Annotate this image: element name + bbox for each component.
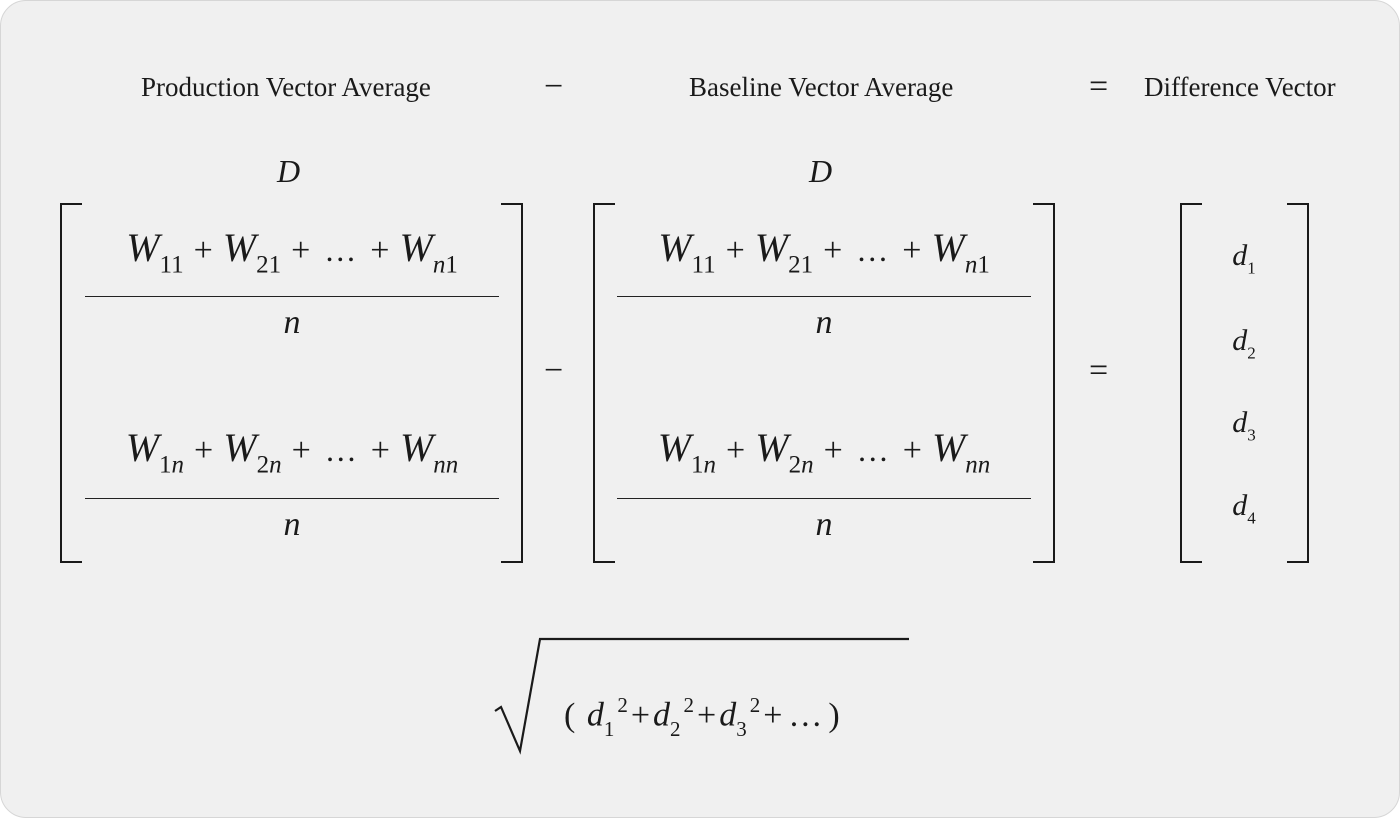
right-row1-denominator: n bbox=[815, 304, 833, 341]
equals-sign: = bbox=[1089, 352, 1109, 389]
left-row2-numerator: W1n + W2n +… + Wnn bbox=[125, 425, 459, 479]
right-row2-fraction-line bbox=[617, 498, 1031, 499]
right-row2-numerator: W1n + W2n +… + Wnn bbox=[657, 425, 991, 479]
left-row2-fraction-line bbox=[85, 498, 499, 499]
difference-vector-entry: d4 bbox=[1232, 489, 1256, 528]
left-matrix-close-bracket bbox=[501, 203, 523, 563]
right-row1-fraction-line bbox=[617, 296, 1031, 297]
norm-expression: ( d12+d22+d32+…) bbox=[564, 693, 840, 742]
right-row2-denominator: n bbox=[815, 506, 833, 543]
square-root-symbol bbox=[494, 637, 909, 755]
difference-vector-entry: d2 bbox=[1232, 324, 1256, 363]
minus-sign: − bbox=[544, 352, 564, 389]
difference-vector-label: Difference Vector bbox=[1144, 72, 1336, 102]
difference-vector-close-bracket bbox=[1287, 203, 1309, 563]
left-row2-denominator: n bbox=[283, 506, 301, 543]
left-row1-denominator: n bbox=[283, 304, 301, 341]
right-matrix-open-bracket bbox=[593, 203, 615, 563]
difference-vector-open-bracket bbox=[1180, 203, 1202, 563]
left-matrix-open-bracket bbox=[60, 203, 82, 563]
right-matrix-close-bracket bbox=[1033, 203, 1055, 563]
difference-vector-entry: d3 bbox=[1232, 406, 1256, 445]
header-minus-sign: − bbox=[544, 68, 564, 105]
production-vector-average-label: Production Vector Average bbox=[141, 72, 431, 102]
right-row1-numerator: W11 + W21 +… + Wn1 bbox=[658, 225, 990, 279]
left-row1-numerator: W11 + W21 +… + Wn1 bbox=[126, 225, 458, 279]
header-equals-sign: = bbox=[1089, 68, 1109, 105]
left-row1-fraction-line bbox=[85, 296, 499, 297]
baseline-vector-average-label: Baseline Vector Average bbox=[689, 72, 954, 102]
left-matrix-dimension-label: D bbox=[277, 153, 301, 189]
right-matrix-dimension-label: D bbox=[809, 153, 833, 189]
difference-vector-entry: d1 bbox=[1232, 239, 1256, 278]
